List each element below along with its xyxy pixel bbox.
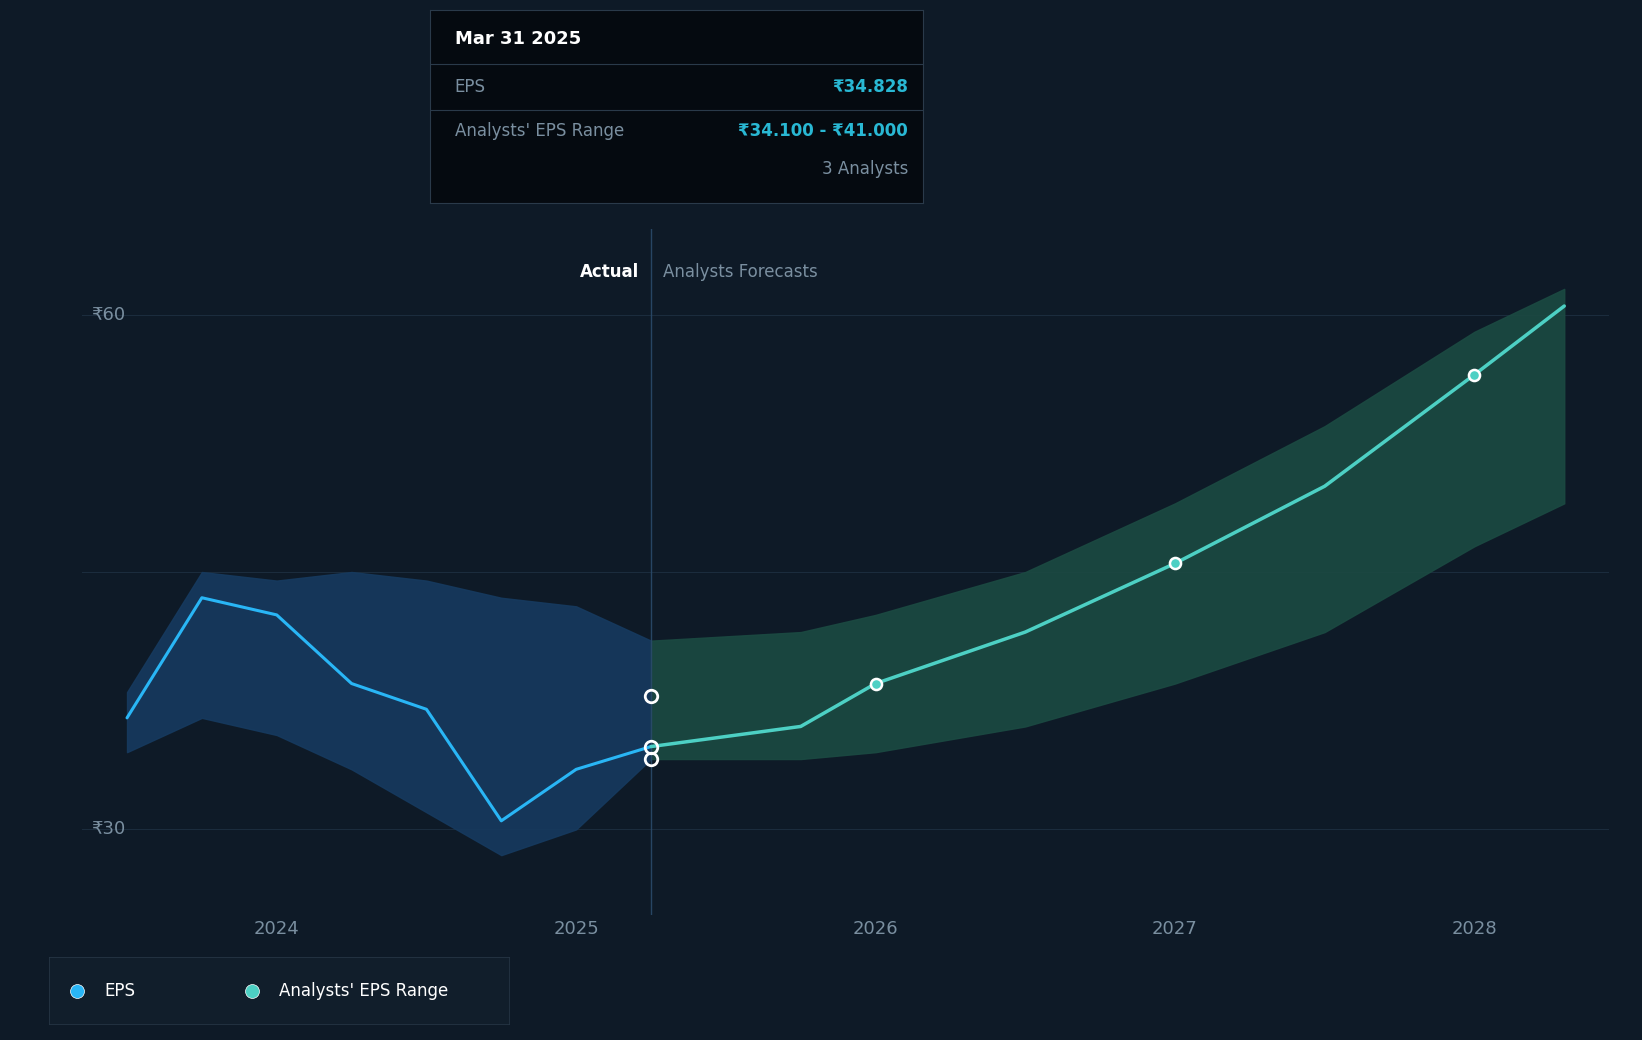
Text: Mar 31 2025: Mar 31 2025 [455,30,581,48]
Text: ₹60: ₹60 [90,306,125,323]
Text: Analysts' EPS Range: Analysts' EPS Range [279,982,448,999]
Text: Actual: Actual [580,263,639,281]
Text: 3 Analysts: 3 Analysts [821,160,908,179]
Text: EPS: EPS [105,982,135,999]
Text: Analysts' EPS Range: Analysts' EPS Range [455,122,624,140]
Text: ₹30: ₹30 [90,821,125,838]
Text: EPS: EPS [455,78,486,96]
Text: Analysts Forecasts: Analysts Forecasts [663,263,818,281]
Text: ₹34.100 - ₹41.000: ₹34.100 - ₹41.000 [739,122,908,140]
Text: ₹34.828: ₹34.828 [832,78,908,96]
